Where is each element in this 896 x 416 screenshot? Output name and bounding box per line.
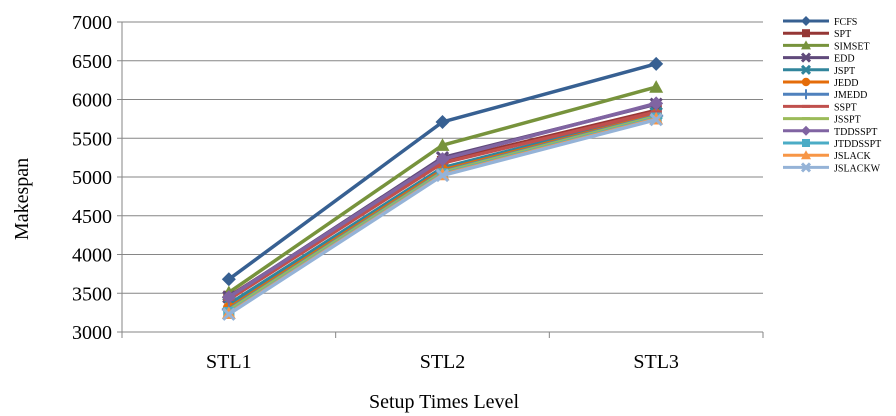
legend-marker [801,125,811,136]
legend-marker [801,16,811,26]
legend-label: JSLACKW [834,163,881,174]
y-tick-labels: 3000 3500 4000 4500 5000 5500 6000 6500 7000 [72,12,112,344]
legend-marker [802,139,810,147]
legend-label: FCFS [834,17,857,28]
legend-label: JTDDSSPT [834,139,881,150]
legend-marker [801,150,811,160]
legend-marker [802,117,810,121]
legend-label: JSPT [834,66,855,77]
legend-marker [801,77,811,87]
y-tick-label: 7000 [72,12,112,34]
data-point-marker [221,272,236,287]
y-axis-title: Makespan [11,158,33,240]
legend-marker [800,162,812,173]
legend-label: JMEDD [834,90,867,101]
legend-label: TDDSSPT [834,127,877,138]
legend-item: FCFS [783,16,857,28]
legend-item: SSPT [783,102,857,113]
legend-marker [800,64,812,75]
legend-item: TDDSSPT [783,125,877,138]
legend-marker [802,29,810,38]
y-tick-label: 4500 [72,206,112,228]
y-tick-label: 3000 [72,322,112,344]
x-tick-label: STL3 [633,351,679,373]
legend-item: JSSPT [783,115,861,126]
legend-marker [801,40,811,50]
y-tick-label: 5500 [72,128,112,150]
x-tick-label: STL1 [206,351,252,373]
legend-item: JSLACKW [783,162,881,174]
axes [117,21,764,338]
legend-marker [802,104,810,108]
y-tick-label: 4000 [72,245,112,267]
data-point-marker [222,307,236,321]
legend-label: JSSPT [834,115,861,126]
legend-item: SIMSET [783,40,870,52]
legend-item: JMEDD [783,89,867,101]
y-tick-label: 5000 [72,167,112,189]
series-jslackw [222,112,663,321]
y-tick-label: 3500 [72,283,112,305]
x-axis-title: Setup Times Level [369,391,519,413]
data-point-marker [649,112,663,127]
data-point-marker [435,138,450,151]
series-group [221,56,664,321]
legend-label: SIMSET [834,41,870,52]
series-fcfs [221,56,664,287]
data-point-marker [649,96,664,111]
data-point-marker [649,56,664,71]
legend-marker [801,89,811,100]
legend-item: JTDDSSPT [783,139,881,150]
y-tick-label: 6500 [72,51,112,73]
x-tick-labels: STL1 STL2 STL3 [206,351,679,373]
data-point-marker [221,290,236,305]
legend-item: SPT [783,29,851,40]
y-tick-label: 6000 [72,90,112,112]
legend-label: JSLACK [834,151,871,162]
data-point-marker [435,168,450,183]
legend-item: EDD [783,52,855,65]
legend-item: JSLACK [783,150,871,162]
legend-label: EDD [834,54,855,65]
data-point-marker [649,80,664,93]
x-tick-label: STL2 [420,351,466,373]
legend-marker [800,52,812,63]
legend-item: JEDD [783,77,858,89]
legend-label: SPT [834,29,851,40]
series-tddsspt [221,96,664,305]
data-point-marker [435,114,450,129]
legend-label: JEDD [834,78,858,89]
data-point-marker [435,152,450,167]
legend-item: JSPT [783,64,855,77]
legend-label: SSPT [834,102,857,113]
